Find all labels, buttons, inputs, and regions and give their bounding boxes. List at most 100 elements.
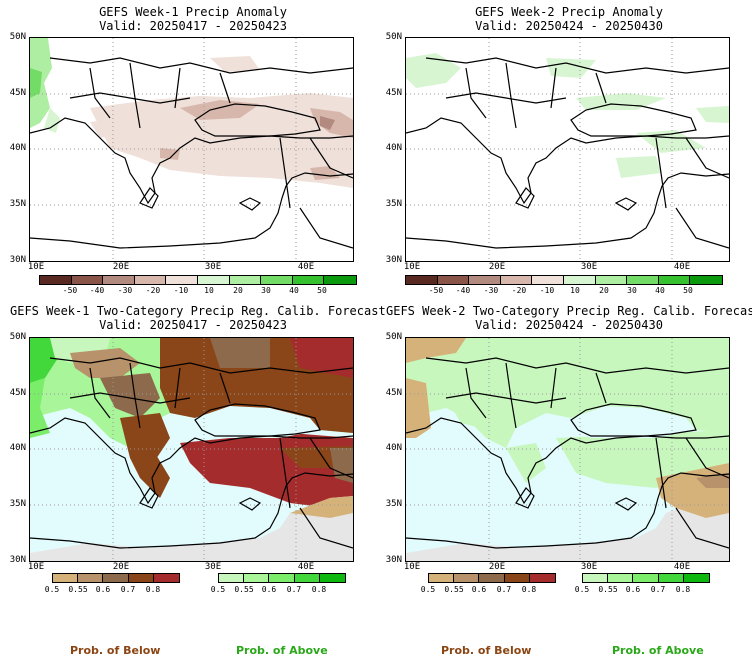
panel-valid-dates: Valid: 20250424 - 20250430 <box>475 19 663 33</box>
boundary-line <box>129 362 141 429</box>
cbar-label: 0.6 <box>261 585 277 594</box>
lon-label: 20E <box>488 262 506 272</box>
lat-label: 30N <box>385 255 402 265</box>
cbar-label: 0.55 <box>598 585 618 594</box>
boundary-line <box>30 172 353 249</box>
boundary-line <box>425 57 729 74</box>
boundary-line <box>445 392 567 404</box>
cbar-swatch <box>608 574 634 582</box>
anomaly-colorbar <box>405 275 723 285</box>
lon-label: 40E <box>673 562 691 572</box>
probability-map <box>29 337 354 562</box>
lat-label: 40N <box>385 443 402 453</box>
lat-label: 35N <box>385 499 402 509</box>
prob-below-label: Prob. of Below <box>441 644 532 657</box>
boundary-line <box>30 472 353 549</box>
cbar-swatch <box>627 276 659 284</box>
lat-label: 40N <box>385 143 402 153</box>
boundary-line <box>465 367 487 419</box>
boundary-line <box>685 137 729 179</box>
cbar-swatch <box>683 574 709 582</box>
boundary-line <box>406 117 729 205</box>
cbar-swatch <box>504 574 530 582</box>
cbar-swatch <box>479 574 505 582</box>
cbar-label: 0.8 <box>675 585 691 594</box>
lon-label: 30E <box>580 562 598 572</box>
boundary-line <box>139 187 159 209</box>
anomaly-field <box>30 38 353 261</box>
cbar-swatch <box>103 574 129 582</box>
lat-label: 40N <box>9 443 26 453</box>
lon-label: 10E <box>27 562 45 572</box>
boundary-line <box>685 437 729 479</box>
lat-label: 40N <box>9 143 26 153</box>
lat-label: 45N <box>9 88 26 98</box>
boundary-line <box>570 103 697 137</box>
cbar-label: 0.8 <box>521 585 537 594</box>
cbar-swatch <box>324 276 356 284</box>
cbar-swatch <box>269 574 295 582</box>
boundary-line <box>194 403 321 437</box>
boundary-line <box>655 437 667 509</box>
lat-label: 45N <box>385 88 402 98</box>
cbar-swatch <box>53 574 79 582</box>
cbar-label: -50 <box>428 286 444 295</box>
boundary-line <box>515 487 535 509</box>
cbar-label: -20 <box>145 286 161 295</box>
cbar-swatch <box>78 574 104 582</box>
below-colorbar <box>428 573 556 583</box>
panel-title: GEFS Week-1 Two-Category Precip Reg. Cal… <box>10 304 386 318</box>
cbar-swatch <box>134 276 167 284</box>
cbar-swatch <box>583 574 609 582</box>
boundary-line <box>675 207 729 249</box>
boundary-line <box>445 92 567 104</box>
cbar-label: 50 <box>317 286 327 295</box>
lon-label: 20E <box>112 262 130 272</box>
prob-above-label: Prob. of Above <box>612 644 704 657</box>
lat-label: 30N <box>385 555 402 565</box>
lon-label: 40E <box>673 262 691 272</box>
panel-valid-dates: Valid: 20250417 - 20250423 <box>99 318 287 332</box>
coastline-borders <box>406 357 729 549</box>
boundary-line <box>309 137 353 179</box>
boundary-line <box>238 197 262 211</box>
panel-week2-probability: GEFS Week-2 Two-Category Precip Reg. Cal… <box>376 300 752 662</box>
lon-label: 30E <box>204 562 222 572</box>
cbar-swatch <box>469 276 501 284</box>
cbar-label: 30 <box>261 286 271 295</box>
cbar-label: 0.5 <box>210 585 226 594</box>
boundary-line <box>425 357 729 374</box>
coastline-borders <box>30 357 353 549</box>
lat-label: 45N <box>9 388 26 398</box>
lat-label: 35N <box>9 199 26 209</box>
lat-label: 35N <box>9 499 26 509</box>
cbar-swatch <box>595 276 628 284</box>
lon-label: 40E <box>297 562 315 572</box>
cbar-swatch <box>229 276 262 284</box>
panel-valid-dates: Valid: 20250424 - 20250430 <box>475 318 663 332</box>
prob-above-label: Prob. of Above <box>236 644 328 657</box>
cbar-label: 0.55 <box>234 585 254 594</box>
cbar-label: 0.6 <box>471 585 487 594</box>
cbar-label: -20 <box>511 286 527 295</box>
lat-label: 50N <box>385 32 402 42</box>
cbar-label: 30 <box>627 286 637 295</box>
panel-title: GEFS Week-1 Precip Anomaly <box>99 5 287 19</box>
boundary-line <box>89 67 111 119</box>
boundary-line <box>279 437 291 509</box>
cbar-label: 0.6 <box>625 585 641 594</box>
lon-label: 10E <box>27 262 45 272</box>
probability-field <box>30 338 353 561</box>
lat-label: 35N <box>385 199 402 209</box>
cbar-label: 20 <box>599 286 609 295</box>
lon-label: 40E <box>297 262 315 272</box>
boundary-line <box>194 103 321 137</box>
cbar-label: 0.7 <box>650 585 666 594</box>
anomaly-map <box>29 37 354 262</box>
lat-label: 50N <box>9 32 26 42</box>
cbar-swatch <box>690 276 722 284</box>
cbar-label: 0.5 <box>44 585 60 594</box>
cbar-swatch <box>406 276 438 284</box>
cbar-swatch <box>153 574 179 582</box>
boundary-line <box>595 372 607 404</box>
